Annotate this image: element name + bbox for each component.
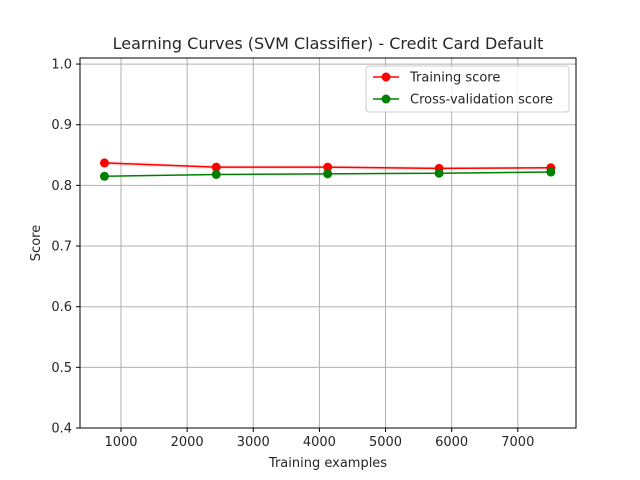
series-lines [99,158,556,181]
legend-marker-0 [381,72,391,82]
y-tick-label: 0.5 [51,361,72,376]
grid [80,58,576,429]
y-axis-title: Score [29,225,44,261]
y-tick-label: 0.7 [51,240,72,255]
y-tick-label: 0.6 [51,300,72,315]
legend-box [365,65,570,113]
legend-marker-1 [381,94,391,104]
x-tick-label: 4000 [303,435,336,450]
x-tick-label: 3000 [237,435,270,450]
x-tick-label: 7000 [501,435,534,450]
plot-frame [79,57,577,429]
series-point-1 [546,167,556,177]
series-point-1 [211,169,221,179]
series-point-0 [211,162,221,172]
y-tick-label: 1.0 [51,58,72,73]
legend-label-1: Cross-validation score [410,93,553,108]
axis-ticks: 1000 2000 3000 4000 5000 6000 7000 0.4 0.5 0.6 0.7… [51,58,534,450]
series-point-1 [323,169,333,179]
series-point-1 [99,171,109,181]
x-tick-label: 1000 [104,435,137,450]
chart-title: Learning Curves (SVM Classifier) - Credi… [113,34,544,53]
y-tick-label: 0.9 [51,118,72,133]
series-point-0 [323,162,333,172]
y-tick-label: 0.4 [51,422,72,437]
series-point-1 [434,168,444,178]
x-tick-label: 5000 [369,435,402,450]
x-axis-title: Training examples [268,456,387,471]
legend: Training score Cross-validation score [365,65,570,113]
y-tick-label: 0.8 [51,179,72,194]
x-tick-label: 6000 [435,435,468,450]
series-point-0 [99,158,109,168]
legend-label-0: Training score [409,71,500,86]
x-tick-label: 2000 [171,435,204,450]
